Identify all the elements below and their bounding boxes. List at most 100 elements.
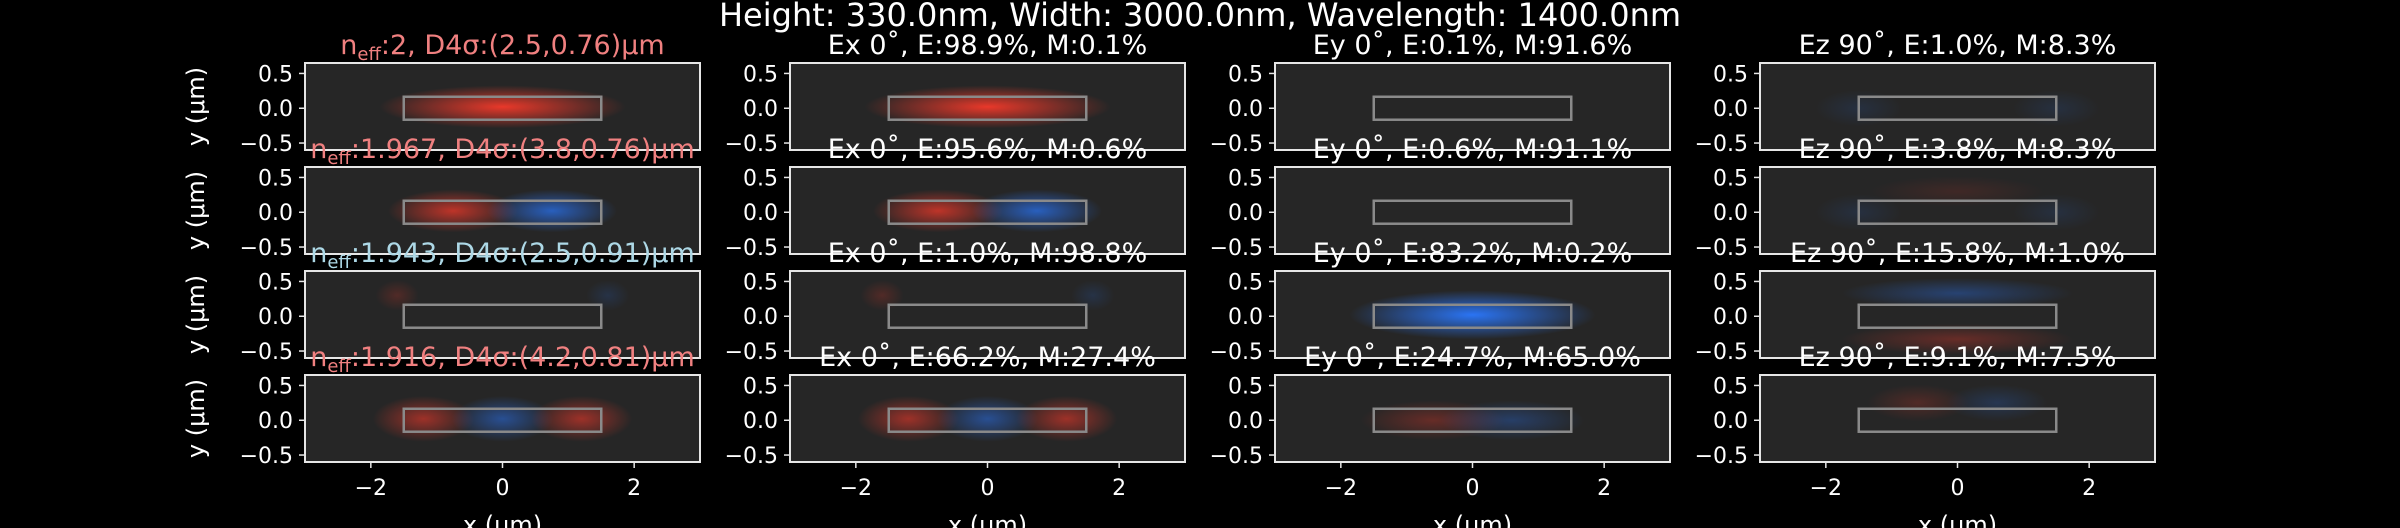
waveguide-outline: [887, 95, 1088, 121]
xaxis-label: x (μm): [463, 511, 542, 528]
field-layer: [375, 280, 630, 311]
field-layer: [864, 85, 1111, 129]
field-layer: [1360, 400, 1585, 441]
ytick-label: −0.5: [725, 132, 778, 157]
panel-face: [1760, 375, 2155, 462]
panel-frame: [1274, 62, 1671, 151]
panel-face: [790, 271, 1185, 358]
waveguide-outline: [887, 199, 1088, 225]
waveguide-outline: [1372, 95, 1573, 121]
field-layer: [857, 395, 1118, 442]
field-layer: [1867, 384, 2048, 422]
ytick-label: −0.5: [1695, 236, 1748, 261]
ytick-label: −0.5: [725, 236, 778, 261]
component-title: Ey 0˚, E:0.6%, M:91.1%: [1313, 134, 1633, 165]
xtick-label: 0: [496, 476, 510, 501]
ytick-label: 0.0: [258, 305, 293, 330]
component-title: Ex 0˚, E:98.9%, M:0.1%: [828, 30, 1148, 61]
xtick-label: 2: [1597, 476, 1611, 501]
ytick-label: 0.0: [743, 409, 778, 434]
ytick-label: 0.0: [258, 201, 293, 226]
panel-r1-c1: 0.5 0.0 −0.5 y (μm) neff:2, D4σ:(2.5,0.76)μm: [182, 30, 701, 157]
field-lobe: [1015, 395, 1118, 442]
waveguide-outline: [1372, 199, 1573, 225]
mode-label: neff:1.943, D4σ:(2.5,0.91)μm: [310, 238, 695, 273]
panel-frame: [304, 166, 701, 255]
field-lobe: [1870, 176, 2045, 207]
xtick-label: −2: [840, 476, 872, 501]
waveguide-outline: [1857, 407, 2058, 433]
ytick-label: −0.5: [725, 444, 778, 469]
panel-r2-c1: 0.5 0.0 −0.5 y (μm) neff:1.967, D4σ:(3.8,0.7…: [182, 134, 701, 261]
xaxis-label: x (μm): [1918, 511, 1997, 528]
panel-frame: [789, 270, 1186, 359]
ytick-label: 0.5: [1228, 270, 1263, 295]
waveguide-outline: [1857, 95, 2058, 121]
field-lobe: [1841, 277, 2074, 309]
panel-r4-c2: 0.5 0.0 −0.5 −2 0 2 x (μm) Ex 0˚, E:66.2%, M:27…: [725, 342, 1186, 528]
component-title: Ez 90˚, E:3.8%, M:8.3%: [1799, 134, 2117, 165]
ytick-label: −0.5: [240, 236, 293, 261]
ytick-label: −0.5: [240, 340, 293, 365]
field-lobe: [1439, 400, 1585, 441]
panel-r3-c4: 0.5 0.0 −0.5 Ez 90˚, E:15.8%, M:1.0%: [1695, 238, 2156, 365]
yaxis-label: y (μm): [182, 275, 210, 354]
yaxis-label: y (μm): [182, 379, 210, 458]
ytick-label: 0.5: [1228, 374, 1263, 399]
ytick-label: −0.5: [1695, 444, 1748, 469]
panel-frame: [304, 270, 701, 359]
xtick-label: 0: [981, 476, 995, 501]
field-lobe: [1071, 280, 1115, 311]
ytick-label: −0.5: [725, 340, 778, 365]
panel-frame: [1274, 270, 1671, 359]
xtick-label: −2: [1325, 476, 1357, 501]
ytick-label: 0.0: [1228, 409, 1263, 434]
panel-grid: 0.5 0.0 −0.5 y (μm) neff:2, D4σ:(2.5,0.76)μm…: [182, 30, 2156, 528]
ytick-label: 0.5: [1713, 62, 1748, 87]
field-lobe: [451, 395, 554, 442]
field-layer: [1349, 290, 1596, 340]
xaxis-label: x (μm): [1433, 511, 1512, 528]
panel-frame: [304, 62, 701, 151]
ytick-label: 0.5: [1713, 270, 1748, 295]
field-lobe: [857, 395, 960, 442]
mode-label: neff:2, D4σ:(2.5,0.76)μm: [340, 30, 664, 65]
field-layer: [860, 280, 1115, 311]
ytick-label: −0.5: [240, 444, 293, 469]
ytick-label: −0.5: [1695, 132, 1748, 157]
panel-r3-c1: 0.5 0.0 −0.5 y (μm) neff:1.943, D4σ:(2.5,0.9…: [182, 238, 701, 365]
waveguide-outline: [402, 303, 603, 329]
component-title: Ez 90˚, E:9.1%, M:7.5%: [1799, 342, 2117, 373]
ytick-label: 0.5: [1228, 166, 1263, 191]
xaxis-label: x (μm): [948, 511, 1027, 528]
panel-frame: [789, 166, 1186, 255]
ytick-label: 0.0: [1713, 97, 1748, 122]
panel-r1-c2: 0.5 0.0 −0.5 Ex 0˚, E:98.9%, M:0.1%: [725, 30, 1186, 157]
ytick-label: 0.5: [1713, 374, 1748, 399]
panel-r3-c2: 0.5 0.0 −0.5 Ex 0˚, E:1.0%, M:98.8%: [725, 238, 1186, 365]
waveguide-outline: [402, 199, 603, 225]
ytick-label: 0.5: [258, 374, 293, 399]
ytick-label: 0.5: [743, 62, 778, 87]
ytick-label: 0.5: [258, 166, 293, 191]
yaxis-label: y (μm): [182, 67, 210, 146]
panel-frame: [1274, 166, 1671, 255]
ytick-label: 0.0: [1228, 201, 1263, 226]
panel-r4-c4: 0.5 0.0 −0.5 −2 0 2 x (μm) Ez 90˚, E:9.1%, M:7.…: [1695, 342, 2156, 528]
component-title: Ey 0˚, E:0.1%, M:91.6%: [1313, 30, 1633, 61]
ytick-label: 0.0: [1228, 305, 1263, 330]
ytick-label: 0.0: [258, 97, 293, 122]
ytick-label: 0.5: [258, 270, 293, 295]
panel-r3-c3: 0.5 0.0 −0.5 Ey 0˚, E:83.2%, M:0.2%: [1210, 238, 1671, 365]
waveguide-outline: [1857, 199, 2058, 225]
mode-label: neff:1.916, D4σ:(4.2,0.81)μm: [310, 342, 695, 377]
panel-face: [305, 271, 700, 358]
xtick-label: 2: [627, 476, 641, 501]
ytick-label: 0.0: [1713, 305, 1748, 330]
panel-frame: [789, 62, 1186, 151]
waveguide-outline: [1372, 303, 1573, 329]
field-lobe: [530, 395, 633, 442]
panel-r1-c4: 0.5 0.0 −0.5 Ez 90˚, E:1.0%, M:8.3%: [1695, 30, 2156, 157]
field-layer: [372, 395, 633, 442]
mode-label: neff:1.967, D4σ:(3.8,0.76)μm: [310, 134, 695, 169]
